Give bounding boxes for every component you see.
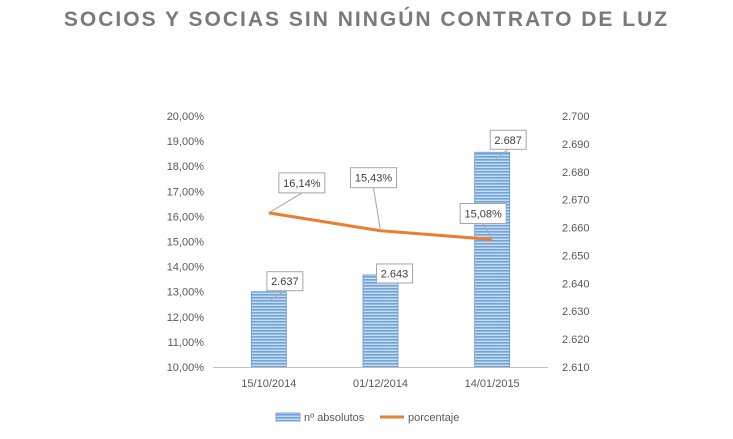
y-right-tick-label: 2.620 [562,334,590,346]
bar-data-label: 2.637 [271,276,299,288]
line-data-label-box [350,167,397,189]
y-left-tick-label: 13,00% [167,287,205,299]
legend-swatch-bars [275,412,301,422]
y-right-tick-label: 2.660 [562,223,590,235]
line-data-label: 16,14% [283,178,321,190]
y-right-tick-label: 2.670 [562,195,590,207]
y-right-tick-label: 2.680 [562,167,590,179]
series-line-porcentaje [268,211,493,241]
bar-data-label-box [376,263,413,284]
x-tick-label: 01/12/2014 [353,378,408,390]
bar-data-label: 2.687 [494,135,522,147]
bar-data-label: 2.643 [381,268,409,280]
y-right-tick-label: 2.690 [562,139,590,151]
y-left-tick-label: 20,00% [167,111,205,123]
legend-label-line: porcentaje [408,412,459,424]
legend-label-bars: nº absolutos [304,412,365,424]
y-left-tick-label: 12,00% [167,312,205,324]
bar-data-label-leader [270,290,286,301]
bar [250,291,287,368]
bar-data-label-box [266,271,304,292]
y-right-tick-label: 2.640 [562,278,590,290]
bar [474,151,511,368]
legend: nº absolutos porcentaje [275,412,459,424]
plot-layer: 10,00% 11,00% 12,00% 13,00% 14,00% 15,00% 16,0… [167,111,590,390]
y-left-tick-label: 15,00% [167,237,205,249]
y-left-tick-label: 14,00% [167,262,205,274]
line-data-label-box [459,202,507,224]
line-data-label-leader [482,223,493,240]
x-tick-label: 15/10/2014 [241,378,296,390]
line-data-label: 15,43% [355,173,393,185]
y-right-tick-label: 2.610 [562,362,590,374]
line-data-label-leader [373,187,381,231]
x-tick-label: 14/01/2015 [465,378,520,390]
chart-title: SOCIOS Y SOCIAS SIN NINGÚN CONTRATO DE L… [63,8,670,31]
bar-data-label-leader [493,148,509,161]
y-left-tick-label: 18,00% [167,161,205,173]
y-right-tick-label: 2.630 [562,306,590,318]
line-data-label: 15,08% [465,208,503,220]
y-right-tick-label: 2.700 [562,111,590,123]
y-left-tick-label: 19,00% [167,136,205,148]
y-right-tick-label: 2.650 [562,250,590,262]
y-left-tick-label: 17,00% [167,186,205,198]
y-left-tick-label: 10,00% [167,362,205,374]
line-data-label-leader [268,192,303,214]
y-left-tick-label: 16,00% [167,211,205,223]
line-data-label-box [278,172,326,194]
bar-data-label-box [489,129,527,150]
y-left-tick-label: 11,00% [168,337,205,349]
bar [362,274,399,368]
